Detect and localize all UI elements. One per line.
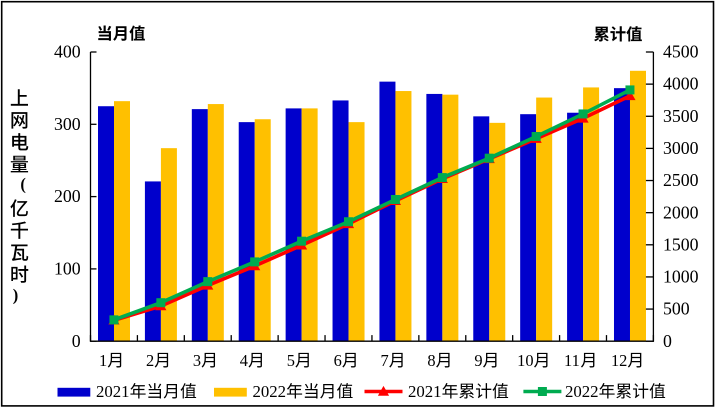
svg-text:8: 8 [427, 351, 435, 370]
svg-text:2021: 2021 [408, 382, 442, 401]
svg-text:2000: 2000 [663, 202, 699, 222]
svg-text:2022: 2022 [253, 382, 287, 401]
svg-text:2500: 2500 [663, 170, 699, 190]
svg-text:4: 4 [240, 351, 248, 370]
svg-text:9: 9 [474, 351, 482, 370]
svg-text:100: 100 [54, 259, 81, 279]
svg-text:0: 0 [72, 331, 81, 351]
svg-text:10: 10 [517, 351, 533, 370]
svg-text:200: 200 [54, 186, 81, 206]
svg-text:400: 400 [54, 42, 81, 62]
svg-text:0: 0 [663, 331, 672, 351]
svg-text:(: ( [20, 175, 26, 194]
svg-text:3: 3 [193, 351, 201, 370]
svg-text:6: 6 [334, 351, 342, 370]
svg-text:4000: 4000 [663, 74, 699, 94]
svg-text:3500: 3500 [663, 106, 699, 126]
svg-text:1: 1 [99, 351, 107, 370]
svg-text:): ) [13, 285, 19, 304]
svg-text:11: 11 [564, 351, 580, 370]
svg-text:3000: 3000 [663, 138, 699, 158]
svg-text:4500: 4500 [663, 42, 699, 62]
svg-text:7: 7 [381, 351, 389, 370]
svg-text:500: 500 [663, 299, 690, 319]
svg-text:2022: 2022 [565, 382, 599, 401]
svg-text:1500: 1500 [663, 234, 699, 254]
svg-text:2021: 2021 [96, 382, 130, 401]
svg-text:300: 300 [54, 114, 81, 134]
svg-text:12: 12 [611, 351, 627, 370]
svg-text:1000: 1000 [663, 267, 699, 287]
svg-text:2: 2 [146, 351, 154, 370]
svg-text:5: 5 [287, 351, 295, 370]
